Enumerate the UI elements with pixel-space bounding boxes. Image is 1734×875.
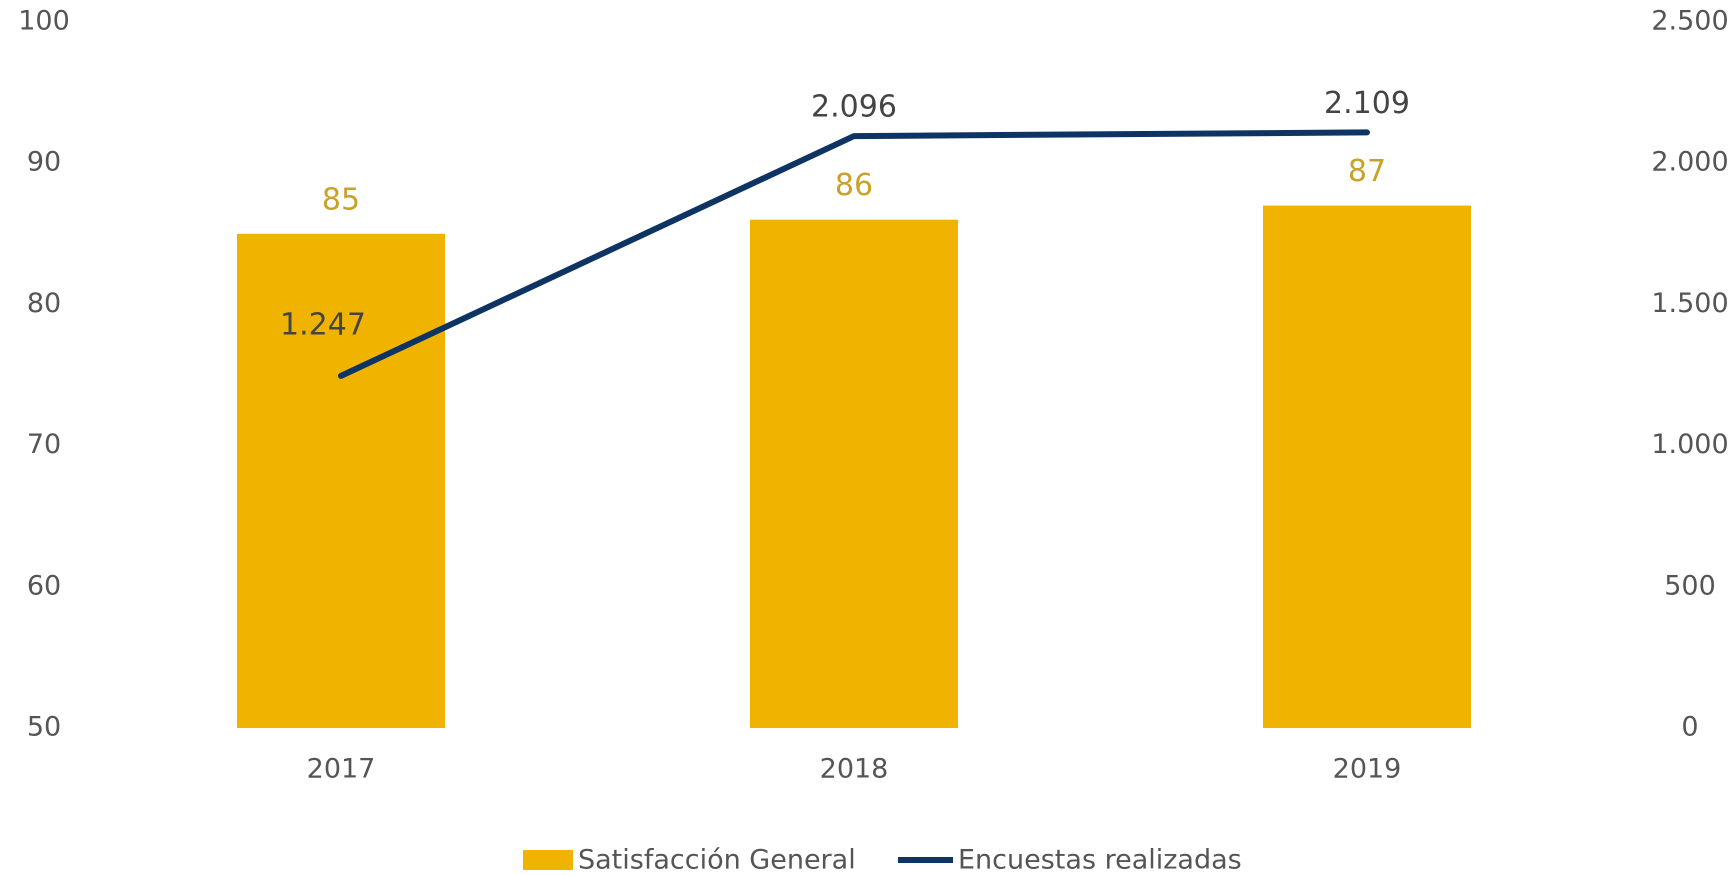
legend-label: Satisfacción General: [578, 845, 856, 875]
line: [338, 129, 1370, 379]
line-value-label: 2.109: [1324, 86, 1410, 121]
bar-value-label: 86: [835, 168, 873, 203]
bar: [750, 219, 958, 728]
line-value-label: 2.096: [811, 90, 897, 125]
bar: [237, 233, 445, 729]
y-tick-label: 90: [27, 147, 61, 178]
line-value-label: 1.247: [280, 307, 366, 342]
y2-tick-label: 0: [1681, 712, 1698, 743]
y2-tick-label: 500: [1664, 570, 1716, 601]
x-tick-label: 2017: [307, 754, 376, 785]
y2-tick-label: 2.500: [1651, 6, 1728, 37]
y2-tick-label: 2.000: [1651, 147, 1728, 178]
legend-swatch: [523, 850, 573, 870]
x-tick-label: 2019: [1333, 754, 1402, 785]
bar: [1263, 205, 1471, 728]
x-tick-label: 2018: [820, 754, 889, 785]
y2-tick-label: 1.500: [1651, 288, 1728, 319]
y-tick-label: 100: [18, 6, 70, 37]
y-tick-label: 70: [27, 429, 61, 460]
bar-value-label: 85: [322, 182, 360, 217]
y-tick-label: 60: [27, 570, 61, 601]
bar-value-label: 87: [1348, 154, 1386, 189]
y-tick-label: 50: [27, 712, 61, 743]
y2-tick-label: 1.000: [1651, 429, 1728, 460]
y-tick-label: 80: [27, 288, 61, 319]
legend-label: Encuestas realizadas: [958, 845, 1242, 875]
